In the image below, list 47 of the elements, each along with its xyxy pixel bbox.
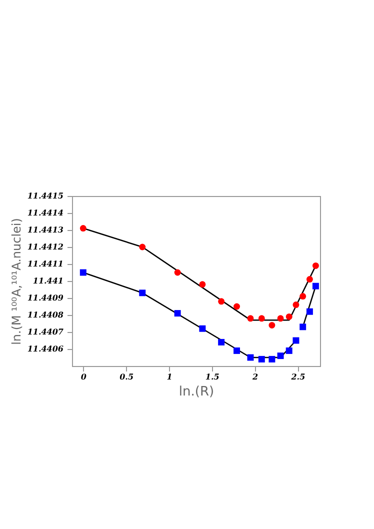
point <box>174 310 181 317</box>
y-axis-title: ln.(M ¹⁰⁰A,¹⁰¹A.nuclei) <box>9 218 24 345</box>
point <box>80 269 86 276</box>
y-tick-label: 11.4411 <box>27 258 64 268</box>
point <box>306 308 313 315</box>
y-tick-label: 11.4407 <box>27 326 64 336</box>
x-tick-label: 2.5 <box>290 372 306 382</box>
point <box>306 276 313 283</box>
point <box>218 298 225 305</box>
point <box>277 352 284 360</box>
point <box>277 315 284 322</box>
point <box>234 303 240 310</box>
point <box>300 293 306 300</box>
point <box>234 347 240 354</box>
y-tick-label: 11.4409 <box>27 292 64 302</box>
point <box>258 315 265 322</box>
x-tick-label: 1 <box>166 372 172 382</box>
x-tick-label: 0 <box>80 372 87 382</box>
x-tick-label: 2 <box>251 372 258 382</box>
y-tick-label: 11.4406 <box>27 344 64 354</box>
point <box>247 315 254 322</box>
point <box>286 313 292 320</box>
y-tick-label: 11.4415 <box>27 190 64 200</box>
point <box>139 290 146 296</box>
x-axis-title: ln.(R) <box>178 384 214 400</box>
y-tick-label: 11.441 <box>32 276 64 286</box>
point <box>80 225 86 232</box>
point <box>258 356 265 362</box>
x-tick-label: 1.5 <box>205 372 220 382</box>
point <box>300 324 306 330</box>
point <box>292 337 300 344</box>
point <box>174 269 181 276</box>
x-tick-label: 0.5 <box>120 372 134 382</box>
point <box>268 322 276 328</box>
point <box>268 356 276 362</box>
point <box>292 302 300 308</box>
point <box>199 325 206 332</box>
point <box>286 347 292 354</box>
point <box>199 281 206 288</box>
y-tick-label: 11.4412 <box>27 242 64 252</box>
point <box>312 282 319 290</box>
point <box>312 262 319 269</box>
y-tick-label: 11.4408 <box>27 310 64 320</box>
y-tick-label: 11.4413 <box>27 224 64 234</box>
y-tick-label: 11.4414 <box>27 208 64 218</box>
point <box>218 338 225 346</box>
point <box>139 244 146 250</box>
